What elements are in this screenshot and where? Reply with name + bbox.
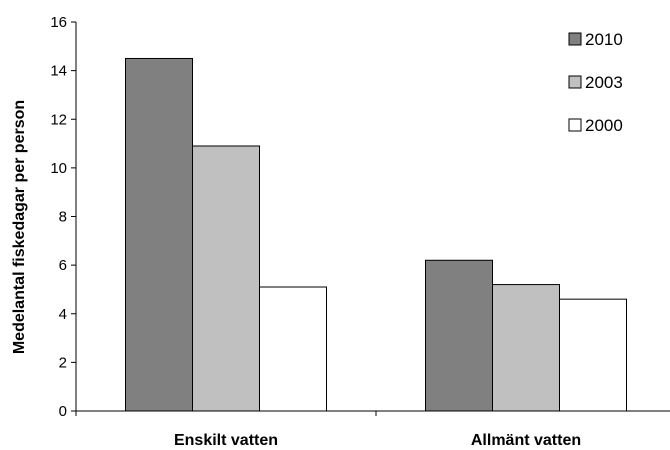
y-axis-title: Medelantal fiskedagar per person	[11, 100, 28, 354]
y-tick-label: 16	[50, 14, 67, 31]
legend-label-2000: 2000	[585, 116, 623, 135]
bar-2010-allmant	[425, 259, 493, 412]
bar-2003-enskilt	[192, 145, 260, 412]
legend-label-2010: 2010	[585, 30, 623, 49]
x-category-label: Enskilt vatten	[174, 432, 278, 449]
y-tick-label: 14	[50, 63, 67, 80]
legend-label-2003: 2003	[585, 73, 623, 92]
x-category-label: Allmänt vatten	[471, 432, 581, 449]
y-tick-label: 8	[59, 209, 67, 226]
y-tick-label: 12	[50, 111, 67, 128]
bar-2010-enskilt	[125, 57, 193, 412]
bar-2003-allmant	[492, 284, 560, 412]
legend-swatch-2000	[568, 118, 582, 132]
legend-swatch-2003	[568, 75, 582, 89]
y-tick-label: 4	[59, 306, 67, 323]
y-tick-label: 2	[59, 354, 67, 371]
y-tick-label: 6	[59, 257, 67, 274]
bar-2000-enskilt	[259, 286, 327, 412]
legend-swatch-2010	[568, 32, 582, 46]
y-tick-label: 0	[59, 403, 67, 420]
y-tick-label: 10	[50, 160, 67, 177]
bar-2000-allmant	[559, 298, 627, 412]
